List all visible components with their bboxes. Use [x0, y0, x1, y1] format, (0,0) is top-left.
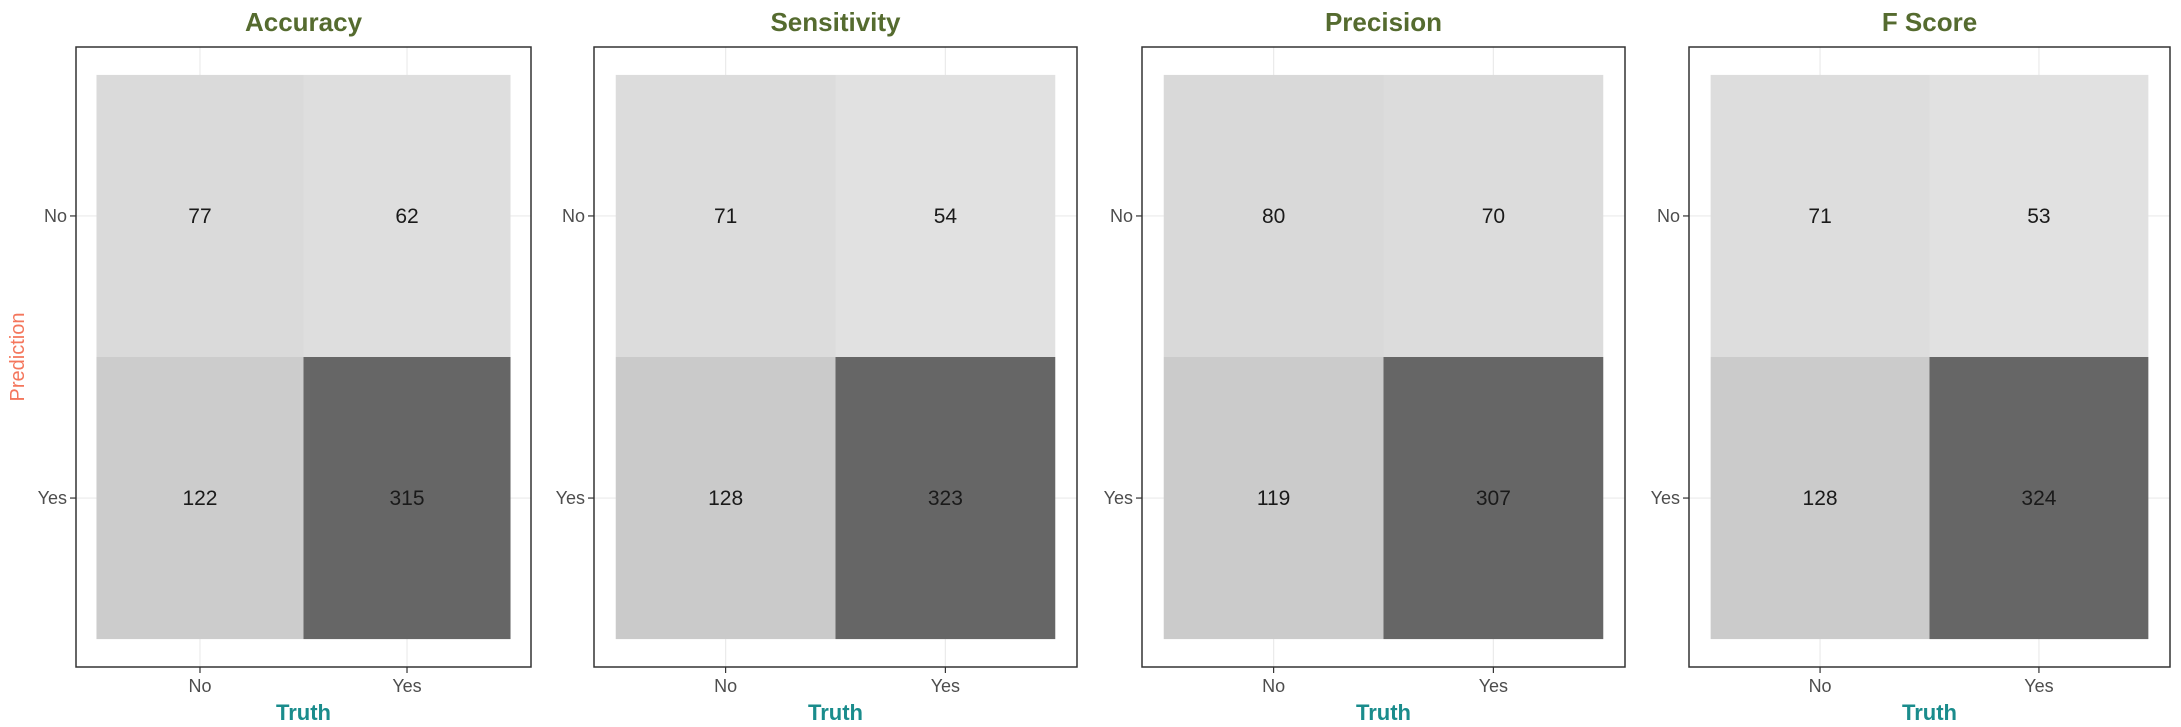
- heatmap-tile: [1710, 357, 1930, 640]
- heatmap-tile: [303, 357, 511, 640]
- heatmap-tile: [1929, 74, 2149, 358]
- panel-title: Precision: [1325, 7, 1442, 37]
- panel-title: Accuracy: [245, 7, 363, 37]
- x-tick-label: Yes: [931, 676, 960, 696]
- heatmap-tile: [303, 74, 511, 358]
- x-tick-label: No: [1809, 676, 1832, 696]
- panel-border: [593, 46, 1078, 668]
- y-tick-label: No: [1657, 206, 1680, 226]
- y-tick-label: Yes: [1104, 488, 1133, 508]
- cell-value-label: 128: [1803, 487, 1838, 510]
- heatmap-tile: [1383, 74, 1604, 358]
- panel-title: Sensitivity: [770, 7, 901, 37]
- heatmap-tile: [1929, 357, 2149, 640]
- panel-border: [1688, 46, 2171, 668]
- x-tick-label: Yes: [392, 676, 421, 696]
- x-tick-label: No: [188, 676, 211, 696]
- heatmap-tile: [615, 74, 836, 358]
- x-tick-label: Yes: [2024, 676, 2053, 696]
- heatmap-tile: [835, 74, 1056, 358]
- cell-value-label: 71: [1808, 205, 1831, 228]
- x-axis-title: Truth: [276, 700, 331, 725]
- heatmap-tile: [96, 74, 304, 358]
- cell-value-label: 77: [188, 205, 211, 228]
- y-tick-label: Yes: [38, 488, 67, 508]
- cell-value-label: 323: [928, 487, 963, 510]
- y-tick-label: No: [1110, 206, 1133, 226]
- heatmap-tile: [835, 357, 1056, 640]
- cell-value-label: 80: [1262, 205, 1285, 228]
- heatmap-tile: [1383, 357, 1604, 640]
- x-tick-label: Yes: [1479, 676, 1508, 696]
- panel-border: [75, 46, 532, 668]
- cell-value-label: 54: [934, 205, 958, 228]
- x-axis-title: Truth: [808, 700, 863, 725]
- panel-4: 71 53 128 324 F Score No Yes No Yes Truth: [1651, 7, 2171, 725]
- cell-value-label: 71: [714, 205, 737, 228]
- heatmap-tile: [96, 357, 304, 640]
- y-axis-title: Prediction: [7, 313, 29, 402]
- x-axis-title: Truth: [1356, 700, 1411, 725]
- cell-value-label: 70: [1482, 205, 1505, 228]
- cell-value-label: 315: [389, 487, 424, 510]
- cell-value-label: 119: [1257, 487, 1290, 510]
- heatmap-tile: [1163, 357, 1384, 640]
- heatmap-tile: [1163, 74, 1384, 358]
- cell-value-label: 122: [182, 487, 217, 510]
- panel-1: 77 62 122 315 Accuracy No Yes No Yes Truth Predict…: [7, 7, 532, 725]
- heatmap-tile: [615, 357, 836, 640]
- cell-value-label: 307: [1476, 487, 1511, 510]
- x-tick-label: No: [1262, 676, 1285, 696]
- cell-value-label: 62: [395, 205, 418, 228]
- panel-border: [1141, 46, 1626, 668]
- y-tick-label: Yes: [556, 488, 585, 508]
- panel-2: 71 54 128 323 Sensitivity No Yes No Yes Truth: [556, 7, 1078, 725]
- panel-3: 80 70 119 307 Precision No Yes No Yes Truth: [1104, 7, 1626, 725]
- y-tick-label: No: [44, 206, 67, 226]
- panel-title: F Score: [1882, 7, 1977, 37]
- cell-value-label: 53: [2027, 205, 2050, 228]
- cell-value-label: 128: [708, 487, 743, 510]
- x-tick-label: No: [714, 676, 737, 696]
- heatmap-tile: [1710, 74, 1930, 358]
- x-axis-title: Truth: [1902, 700, 1957, 725]
- cell-value-label: 324: [2021, 487, 2056, 510]
- y-tick-label: Yes: [1651, 488, 1680, 508]
- y-tick-label: No: [562, 206, 585, 226]
